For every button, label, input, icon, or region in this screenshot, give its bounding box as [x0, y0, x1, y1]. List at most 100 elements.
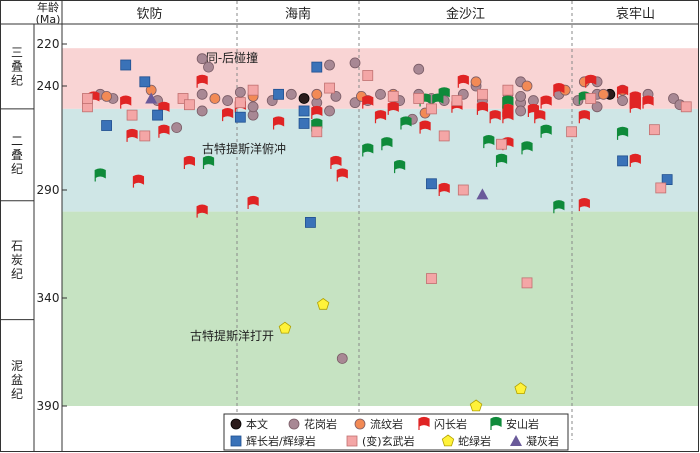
- data-point-gabbro-5: [311, 61, 323, 73]
- data-point-basalt-8: [477, 88, 488, 100]
- data-point-granite-44: [247, 101, 259, 113]
- data-point-gabbroic-14: [585, 74, 597, 88]
- legend-label-gabbro: 辉长岩/辉绿岩: [246, 434, 316, 448]
- data-point-tuff-0: [145, 92, 158, 104]
- data-point-gabbroic-32: [616, 85, 629, 99]
- data-point-basalt-19: [413, 93, 425, 104]
- legend-marker-this: [230, 418, 242, 430]
- data-point-granite-28: [196, 53, 208, 65]
- data-point-gabbroic-5: [489, 110, 501, 124]
- y-tick-label-1: 240: [37, 79, 60, 93]
- legend-label-tuff: 凝灰岩: [526, 434, 559, 448]
- data-point-basalt-14: [566, 126, 577, 138]
- data-point-gabbroic-19: [438, 182, 450, 196]
- data-point-basalt-24: [496, 138, 507, 150]
- data-point-granite-45: [324, 105, 335, 117]
- data-point-gabbroic-23: [336, 168, 348, 182]
- data-point-gabbro-6: [426, 178, 437, 190]
- data-point-gabbroic-25: [132, 174, 145, 188]
- data-point-andesite-10: [553, 200, 565, 214]
- data-point-gabbroic-1: [272, 116, 285, 130]
- zone-band-1: [62, 108, 699, 212]
- column-header-1: 海南: [285, 6, 311, 22]
- data-point-gabbro-4: [298, 105, 310, 117]
- zone-label-1: 古特提斯洋俯冲: [202, 141, 286, 156]
- y-tick-label-3: 340: [37, 291, 60, 305]
- data-point-basalt-20: [183, 99, 195, 111]
- data-point-andesite-12: [438, 87, 450, 101]
- y-tick-label-4: 390: [37, 399, 60, 413]
- data-point-gabbroic-28: [419, 120, 431, 134]
- legend-box: [223, 413, 569, 451]
- data-point-andesite-11: [362, 143, 374, 157]
- data-point-granite-47: [591, 101, 603, 113]
- data-point-andesite-17: [495, 153, 508, 167]
- data-point-basalt-17: [521, 277, 533, 289]
- data-point-basalt-21: [247, 84, 259, 96]
- data-point-basalt-5: [362, 70, 374, 81]
- legend-label-basalt: (变)玄武岩: [362, 434, 415, 448]
- data-point-ophiolite-0: [317, 298, 330, 310]
- data-point-basalt-18: [585, 93, 597, 104]
- data-point-basalt-22: [387, 91, 399, 102]
- data-point-rhyolite-2: [209, 93, 221, 104]
- column-header-0: 钦防: [136, 6, 162, 22]
- data-point-gabbro-3: [298, 118, 310, 129]
- data-point-granite-29: [324, 59, 335, 71]
- data-point-gabbro-12: [101, 120, 112, 131]
- data-point-gabbroic-20: [578, 110, 590, 124]
- data-point-basalt-7: [451, 95, 463, 106]
- data-point-gabbroic-26: [196, 204, 208, 218]
- data-point-granite-48: [336, 353, 348, 364]
- data-point-rhyolite-7: [470, 76, 482, 88]
- data-point-granite-11: [375, 88, 386, 100]
- data-point-granite-7: [285, 88, 297, 100]
- data-point-gabbroic-34: [527, 103, 539, 117]
- column-header-2: 金沙江: [446, 6, 485, 22]
- data-point-granite-9: [330, 91, 342, 102]
- data-point-gabbroic-4: [374, 110, 387, 124]
- data-point-gabbroic-15: [553, 83, 565, 97]
- data-point-basalt-6: [426, 103, 437, 115]
- legend-label-ophiolite: 蛇绿岩: [458, 434, 491, 448]
- data-point-granite-43: [196, 105, 208, 117]
- data-point-ophiolite-1: [469, 399, 483, 412]
- data-point-granite-32: [515, 91, 527, 102]
- data-point-basalt-3: [234, 97, 246, 109]
- data-point-gabbroic-33: [387, 101, 399, 115]
- data-point-gabbroic-39: [540, 95, 552, 109]
- data-point-andesite-4: [521, 141, 533, 155]
- legend-label-this: 本文: [246, 417, 268, 431]
- legend-marker-basalt: [346, 435, 358, 447]
- zone-label-0: 同-后碰撞: [206, 50, 258, 65]
- data-point-granite-37: [515, 105, 527, 117]
- data-point-gabbro-0: [120, 59, 132, 71]
- data-point-basalt-25: [680, 101, 692, 113]
- data-point-gabbroic-40: [578, 198, 590, 212]
- data-point-basalt-23: [457, 184, 469, 196]
- data-point-gabbroic-9: [222, 108, 234, 122]
- zone-label-2: 古特提斯洋打开: [190, 328, 274, 343]
- legend-label-rhyolite: 流纹岩: [370, 417, 403, 431]
- data-point-tuff-1: [476, 188, 489, 200]
- data-point-rhyolite-10: [598, 88, 609, 100]
- legend-marker-tuff: [510, 435, 522, 446]
- legend-label-granite: 花岗岩: [304, 417, 337, 431]
- period-label-3: 泥盆纪: [11, 359, 23, 401]
- data-point-granite-30: [234, 86, 246, 98]
- data-point-gabbro-1: [139, 76, 151, 88]
- data-point-gabbro-9: [305, 216, 316, 228]
- data-point-granite-39: [349, 57, 361, 69]
- legend-label-gabbroic: 闪长岩: [434, 417, 467, 431]
- data-point-gabbroic-41: [629, 153, 641, 167]
- data-point-gabbro-7: [661, 174, 673, 186]
- legend-marker-andesite: [490, 416, 502, 430]
- data-point-gabbroic-0: [362, 95, 374, 109]
- data-point-gabbro-11: [152, 109, 163, 121]
- data-point-andesite-7: [381, 137, 393, 151]
- y-tick-label-0: 220: [37, 37, 60, 51]
- data-point-this-0: [298, 93, 310, 104]
- data-point-granite-38: [203, 61, 214, 73]
- column-header-3: 哀牢山: [616, 7, 655, 22]
